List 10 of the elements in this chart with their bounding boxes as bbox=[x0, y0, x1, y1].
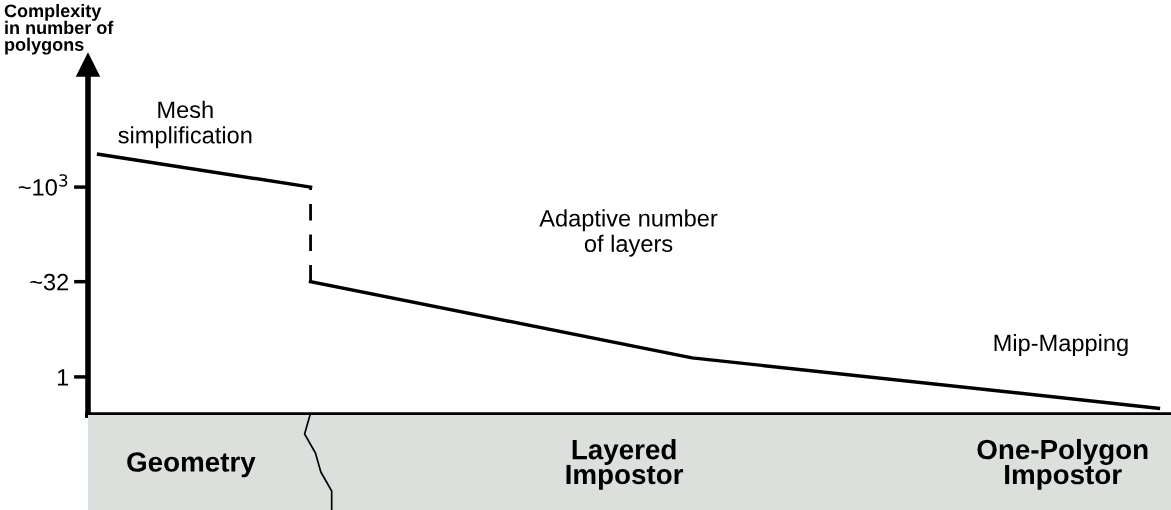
y-tick-label: ~32 bbox=[30, 273, 69, 291]
text: One-Polygon Impostor bbox=[977, 438, 1148, 490]
y-tick-label: 1 bbox=[57, 369, 69, 386]
text: Geometry bbox=[127, 452, 256, 478]
annotation: Mip-Mapping bbox=[994, 333, 1128, 357]
annotation: Adaptive number of layers bbox=[539, 209, 718, 257]
y-tick-label: ~10$^{3}$ bbox=[18, 174, 68, 196]
annotation: Mesh simplification bbox=[118, 100, 252, 149]
y-axis-title: Complexity in number of polygons bbox=[4, 4, 114, 55]
text: Layered Impostor bbox=[566, 439, 684, 490]
